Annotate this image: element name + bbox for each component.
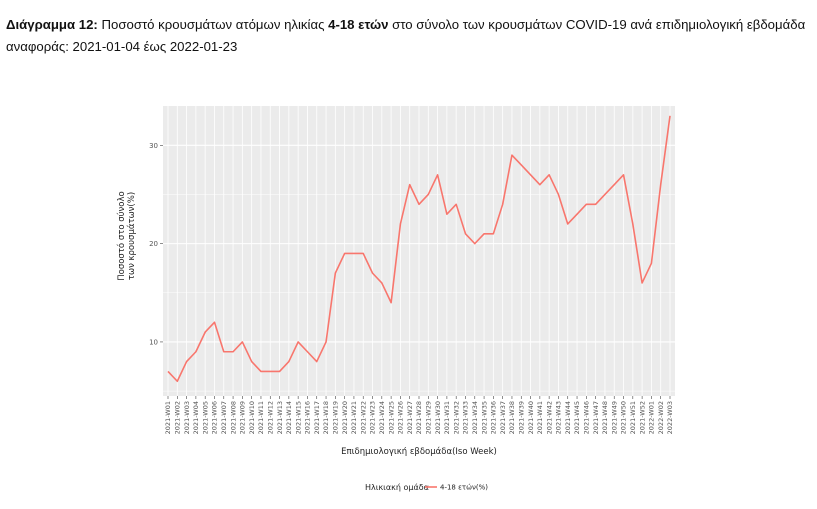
caption-part2: στο σύνολο των κρουσμάτων COVID-19 ανά ε…	[392, 17, 806, 32]
x-tick-label: 2021-W15	[294, 401, 302, 434]
x-tick-label: 2021-W38	[508, 401, 516, 434]
x-tick-label: 2022-W01	[648, 401, 656, 434]
y-tick-label: 20	[149, 240, 158, 248]
x-tick-label: 2021-W22	[359, 401, 367, 434]
legend: Ηλικιακή ομάδα 4-18 ετών(%)	[365, 483, 488, 492]
x-axis-title: Επιδημιολογική εβδομάδα(Iso Week)	[341, 447, 497, 457]
x-tick-label: 2021-W04	[192, 401, 200, 434]
series-line	[167, 115, 671, 383]
x-tick-label: 2021-W20	[341, 401, 349, 434]
x-tick-label: 2021-W25	[387, 401, 395, 434]
x-tick-label: 2021-W43	[555, 401, 563, 434]
x-tick-label: 2021-W33	[462, 401, 470, 434]
x-tick-label: 2021-W29	[424, 401, 432, 434]
x-tick-label: 2021-W51	[629, 401, 637, 434]
y-axis-title: Ποσοστό στο σύνολο των κρουσμάτων(%)	[116, 191, 137, 280]
x-tick-label: 2021-W49	[610, 401, 618, 434]
x-tick-label: 2021-W28	[415, 401, 423, 434]
x-tick-label: 2021-W21	[350, 401, 358, 434]
x-tick-label: 2021-W11	[257, 401, 265, 434]
x-tick-label: 2021-W36	[490, 401, 498, 434]
x-tick-label: 2021-W23	[369, 401, 377, 434]
x-tick-label: 2021-W03	[183, 401, 191, 434]
series-layer	[167, 115, 671, 383]
x-tick-label: 2021-W30	[434, 401, 442, 434]
figure-caption: Διάγραμμα 12: Ποσοστό κρουσμάτων ατόμων …	[6, 14, 806, 58]
caption-part1: Ποσοστό κρουσμάτων ατόμων ηλικίας	[101, 17, 325, 32]
x-tick-label: 2021-W06	[211, 401, 219, 434]
x-tick-label: 2021-W13	[276, 401, 284, 434]
x-tick-label: 2021-W41	[536, 401, 544, 434]
x-tick-label: 2021-W01	[164, 401, 172, 434]
x-tick-label: 2021-W37	[499, 401, 507, 434]
x-tick-label: 2021-W10	[248, 401, 256, 434]
x-tick-label: 2021-W18	[322, 401, 330, 434]
x-tick-label: 2021-W44	[564, 401, 572, 434]
x-tick-label: 2021-W47	[592, 401, 600, 434]
x-tick-label: 2021-W02	[173, 401, 181, 434]
caption-line2: αναφοράς: 2021-01-04 έως 2022-01-23	[6, 39, 238, 54]
x-tick-label: 2021-W24	[378, 401, 386, 434]
x-tick-label: 2021-W42	[545, 401, 553, 434]
legend-title: Ηλικιακή ομάδα	[365, 483, 429, 492]
x-tick-label: 2021-W39	[517, 401, 525, 434]
y-axis-ticks: 10 20 30	[149, 142, 163, 346]
x-tick-label: 2021-W40	[527, 401, 535, 434]
caption-bold-range: 4-18 ετών	[328, 17, 389, 32]
y-axis-title-line: Ποσοστό στο σύνολο	[116, 191, 127, 280]
x-tick-label: 2021-W46	[583, 401, 591, 434]
x-tick-label: 2022-W02	[657, 401, 665, 434]
x-tick-label: 2021-W26	[397, 401, 405, 434]
x-tick-label: 2021-W12	[266, 401, 274, 434]
x-tick-label: 2021-W32	[452, 401, 460, 434]
y-axis-title-line: των κρουσμάτων(%)	[127, 192, 137, 280]
x-tick-label: 2021-W08	[229, 401, 237, 434]
x-tick-label: 2021-W27	[406, 401, 414, 434]
x-tick-label: 2021-W16	[304, 401, 312, 434]
x-tick-label: 2021-W45	[573, 401, 581, 434]
x-tick-label: 2021-W31	[443, 401, 451, 434]
x-tick-label: 2021-W50	[620, 401, 628, 434]
y-tick-label: 10	[149, 338, 158, 346]
x-tick-label: 2021-W52	[638, 401, 646, 434]
x-tick-label: 2021-W07	[220, 401, 228, 434]
caption-prefix: Διάγραμμα 12:	[6, 17, 98, 32]
x-tick-label: 2021-W09	[239, 401, 247, 434]
gridlines	[163, 106, 675, 396]
x-tick-label: 2021-W14	[285, 401, 293, 434]
x-tick-label: 2021-W17	[313, 401, 321, 434]
y-tick-label: 30	[149, 142, 158, 150]
x-tick-label: 2022-W03	[666, 401, 674, 434]
legend-label: 4-18 ετών(%)	[440, 484, 488, 492]
x-tick-label: 2021-W48	[601, 401, 609, 434]
x-axis-ticks: 2021-W01 2021-W02 2021-W03 2021-W04 2021-W05…	[164, 396, 674, 434]
x-tick-label: 2021-W35	[480, 401, 488, 434]
x-tick-label: 2021-W05	[201, 401, 209, 434]
x-tick-label: 2021-W34	[471, 401, 479, 434]
x-tick-label: 2021-W19	[332, 401, 340, 434]
